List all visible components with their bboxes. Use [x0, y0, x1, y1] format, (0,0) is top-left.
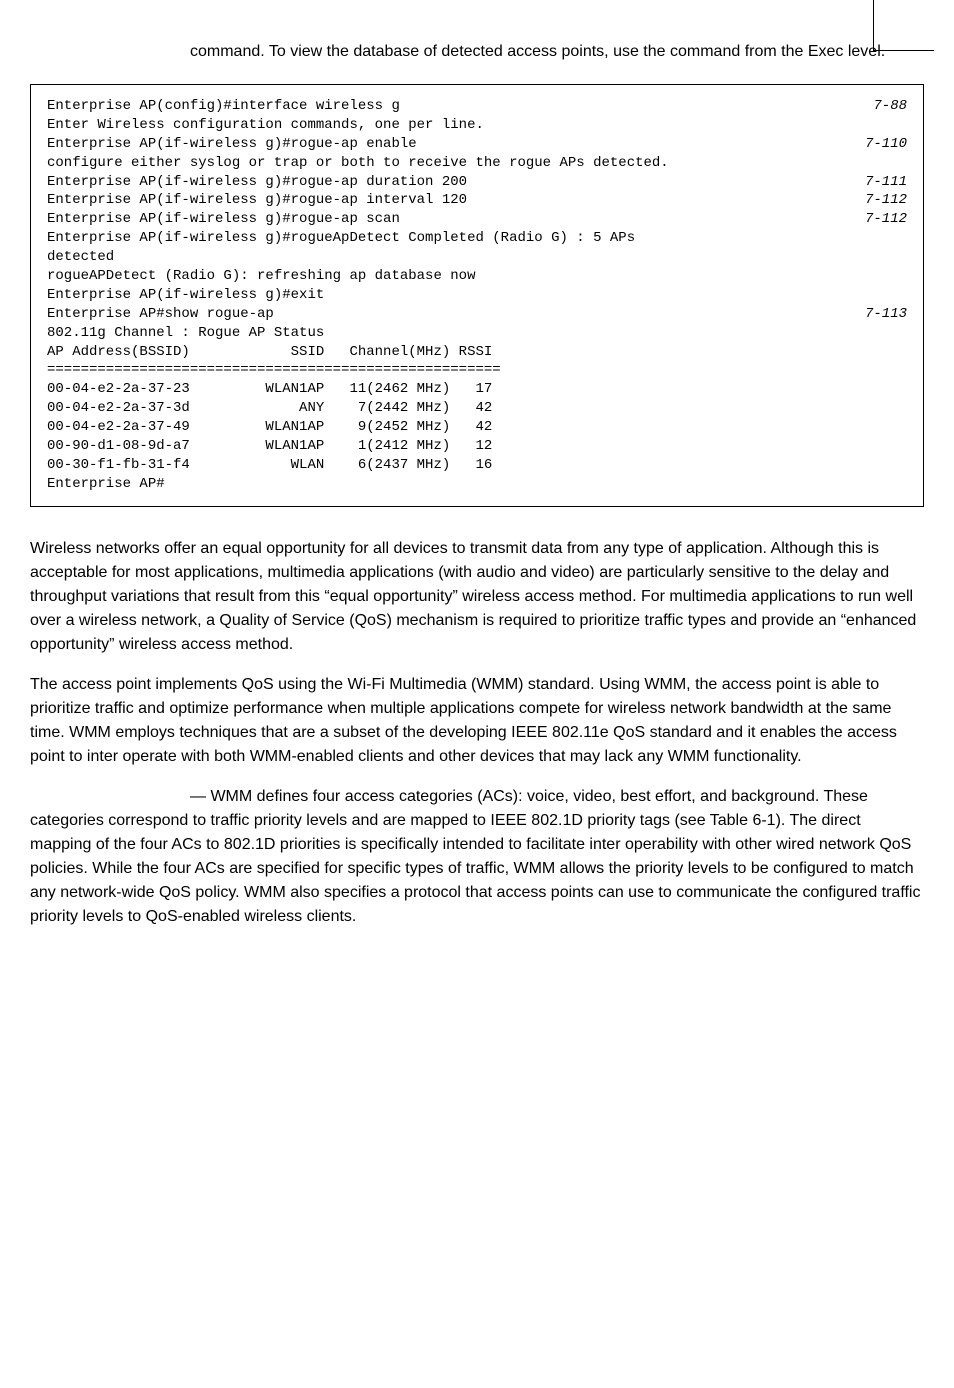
code-text: Enter Wireless configuration commands, o… [47, 116, 907, 135]
body-paragraph-3: — WMM defines four access categories (AC… [30, 785, 924, 929]
code-text: Enterprise AP(if-wireless g)#rogue-ap en… [47, 135, 417, 154]
code-ref: 7-110 [865, 135, 907, 154]
code-block: Enterprise AP(config)#interface wireless… [30, 84, 924, 507]
code-text: Enterprise AP(if-wireless g)#rogue-ap sc… [47, 210, 400, 229]
code-text: detected [47, 248, 907, 267]
code-ref: 7-112 [865, 210, 907, 229]
code-text: Enterprise AP(if-wireless g)#rogue-ap in… [47, 191, 467, 210]
code-text: 00-30-f1-fb-31-f4 WLAN 6(2437 MHz) 16 [47, 456, 907, 475]
code-text: 00-90-d1-08-9d-a7 WLAN1AP 1(2412 MHz) 12 [47, 437, 907, 456]
code-ref: 7-111 [865, 173, 907, 192]
intro-paragraph: command. To view the database of detecte… [30, 40, 924, 64]
code-text: Enterprise AP(if-wireless g)#rogueApDete… [47, 229, 907, 248]
code-text: 802.11g Channel : Rogue AP Status [47, 324, 907, 343]
code-text: ========================================… [47, 361, 907, 380]
code-text: rogueAPDetect (Radio G): refreshing ap d… [47, 267, 907, 286]
body-paragraph-1: Wireless networks offer an equal opportu… [30, 537, 924, 657]
crop-mark [873, 0, 934, 51]
code-text: Enterprise AP(if-wireless g)#exit [47, 286, 907, 305]
code-text: Enterprise AP(config)#interface wireless… [47, 97, 400, 116]
code-ref: 7-88 [873, 97, 907, 116]
code-text: 00-04-e2-2a-37-49 WLAN1AP 9(2452 MHz) 42 [47, 418, 907, 437]
code-ref: 7-112 [865, 191, 907, 210]
code-text: configure either syslog or trap or both … [47, 154, 907, 173]
code-text: Enterprise AP(if-wireless g)#rogue-ap du… [47, 173, 467, 192]
code-text: 00-04-e2-2a-37-3d ANY 7(2442 MHz) 42 [47, 399, 907, 418]
code-text: AP Address(BSSID) SSID Channel(MHz) RSSI [47, 343, 907, 362]
code-text: 00-04-e2-2a-37-23 WLAN1AP 11(2462 MHz) 1… [47, 380, 907, 399]
code-ref: 7-113 [865, 305, 907, 324]
code-text: Enterprise AP# [47, 475, 907, 494]
body-paragraph-2: The access point implements QoS using th… [30, 673, 924, 769]
code-text: Enterprise AP#show rogue-ap [47, 305, 274, 324]
